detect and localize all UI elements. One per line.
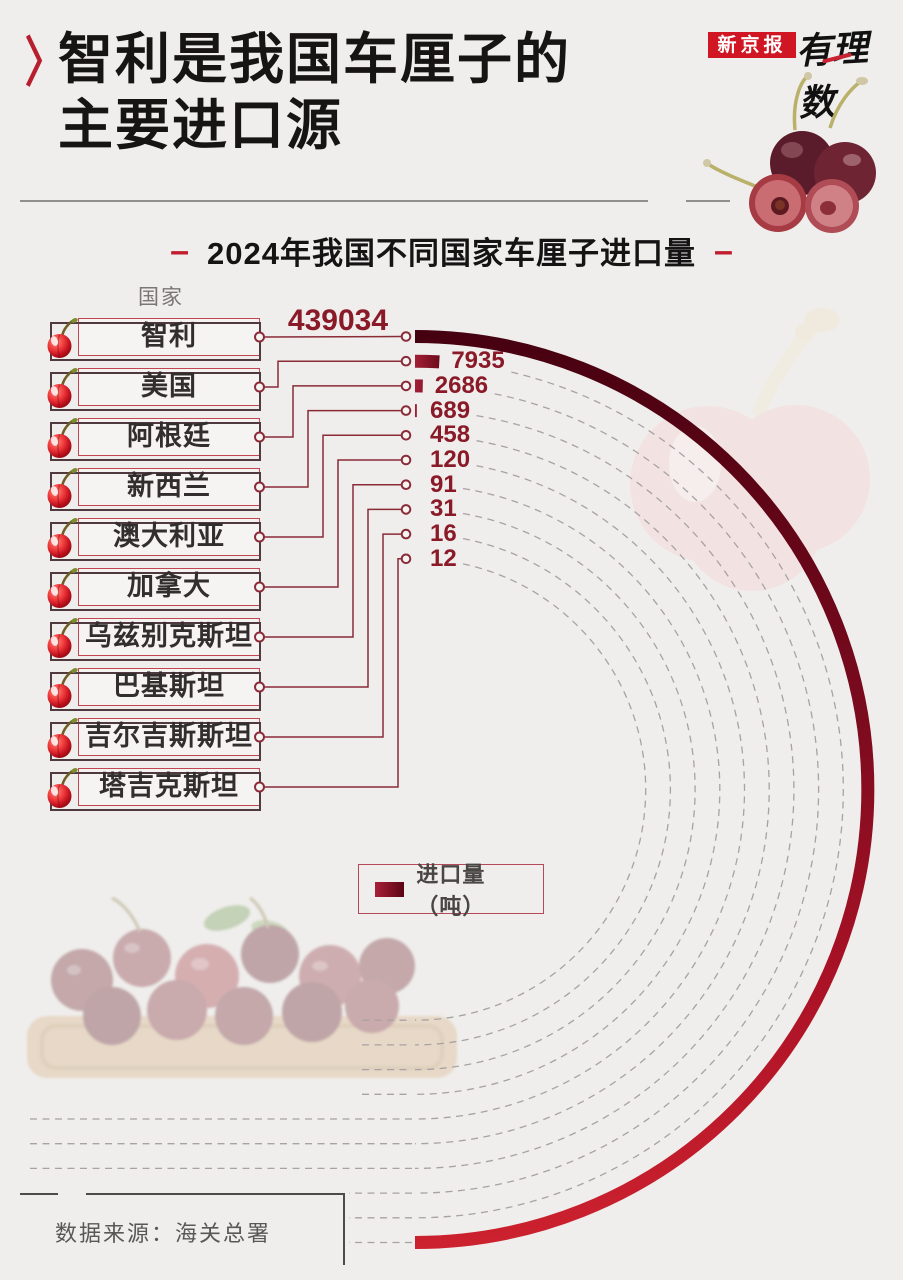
country-box: 乌兹别克斯坦 <box>78 618 261 661</box>
value-label: 439034 <box>287 304 388 337</box>
country-box: 巴基斯坦 <box>78 668 261 711</box>
page-title: 智利是我国车厘子的 主要进口源 <box>58 26 571 158</box>
legend-swatch <box>375 881 405 897</box>
country-label: 吉尔吉斯斯坦 <box>85 721 253 751</box>
country-label: 新西兰 <box>127 471 211 501</box>
country-label: 澳大利亚 <box>113 521 225 551</box>
source-text: 数据来源：海关总署 <box>55 1221 272 1246</box>
country-label: 智利 <box>141 321 197 351</box>
cherry-icon <box>44 766 80 810</box>
axis-label-country: 国家 <box>138 286 184 309</box>
value-label: 91 <box>430 470 457 498</box>
subtitle-dash-right: – <box>713 231 733 270</box>
cherry-icon <box>44 316 80 360</box>
value-label: 2686 <box>434 371 489 399</box>
country-box: 塔吉克斯坦 <box>78 768 261 811</box>
cherries-photo <box>703 72 876 233</box>
title-line-1: 智利是我国车厘子的 <box>58 28 572 90</box>
value-label: 12 <box>430 544 457 572</box>
value-label: 458 <box>430 421 471 449</box>
country-box: 新西兰 <box>78 468 261 511</box>
legend: 进口量（吨） <box>358 862 544 919</box>
faint-cherry-watermark <box>630 308 870 591</box>
value-label: 31 <box>430 495 457 523</box>
value-label: 7935 <box>451 347 505 375</box>
country-label: 乌兹别克斯坦 <box>85 621 253 651</box>
country-label: 塔吉克斯坦 <box>99 771 239 801</box>
chart-subtitle: – 2024年我国不同国家车厘子进口量 – <box>0 228 903 273</box>
chevron-icon: 〉 <box>24 33 66 93</box>
cherry-tray-photo <box>27 896 457 1078</box>
country-box: 吉尔吉斯斯坦 <box>78 718 261 761</box>
country-label: 加拿大 <box>127 571 211 601</box>
cherry-icon <box>44 666 80 710</box>
country-box: 澳大利亚 <box>78 518 261 561</box>
legend-label: 进口量（吨） <box>416 862 486 919</box>
source-box: 数据来源：海关总署 <box>0 1184 349 1280</box>
cherry-icon <box>44 716 80 760</box>
title-line-2: 主要进口源 <box>58 94 344 156</box>
cherry-icon <box>44 516 80 560</box>
value-label: 689 <box>430 396 471 424</box>
source-frame <box>86 1193 345 1265</box>
source-frame-segment <box>20 1193 58 1195</box>
cherry-icon <box>44 616 80 660</box>
country-box: 智利 <box>78 318 261 361</box>
brand-logo: 新京报 <box>708 32 796 58</box>
cherry-icon <box>44 366 80 410</box>
value-label: 16 <box>430 520 457 548</box>
header-divider <box>20 200 648 202</box>
country-box: 加拿大 <box>78 568 261 611</box>
country-label: 阿根廷 <box>127 421 211 451</box>
country-box: 阿根廷 <box>78 418 261 461</box>
value-label: 120 <box>430 446 471 473</box>
country-label: 巴基斯坦 <box>113 671 225 701</box>
cherry-icon <box>44 566 80 610</box>
country-label: 美国 <box>141 371 197 401</box>
subtitle-text: 2024年我国不同国家车厘子进口量 <box>207 236 696 271</box>
cherry-icon <box>44 466 80 510</box>
subtitle-dash-left: – <box>170 231 190 270</box>
cherry-icon <box>44 416 80 460</box>
country-box: 美国 <box>78 368 261 411</box>
header-divider-segment <box>686 200 730 202</box>
